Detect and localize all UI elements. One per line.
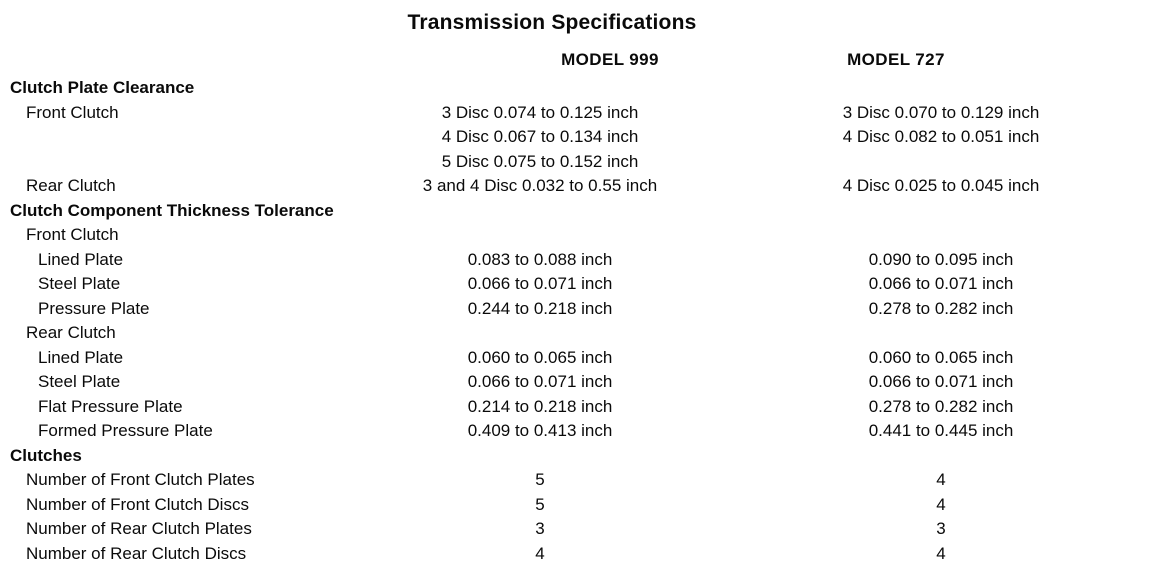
row-label: Clutch Component Thickness Tolerance (10, 200, 334, 220)
table-row: Rear Clutch (0, 321, 1152, 346)
model-727-value: 0.060 to 0.065 inch (868, 347, 1014, 367)
row-label: Steel Plate (38, 274, 121, 293)
model-999-value: 3 and 4 Disc 0.032 to 0.55 inch (422, 176, 658, 195)
model-727-value: 0.278 to 0.282 inch (868, 298, 1014, 318)
row-label: Number of Rear Clutch Discs (26, 543, 247, 563)
row-label: Pressure Plate (38, 298, 150, 318)
model-999-value: 5 (535, 470, 545, 489)
table-row: Number of Front Clutch Discs 5 4 (0, 493, 1152, 518)
model-727-value: 3 (936, 519, 946, 538)
column-header-model-999: MODEL 999 (561, 50, 659, 69)
model-999-value (340, 76, 740, 101)
row-label: Front Clutch (26, 225, 119, 244)
model-999-value (340, 444, 740, 469)
model-999-value: 0.066 to 0.071 inch (467, 372, 613, 391)
model-999-value: 0.409 to 0.413 inch (467, 421, 613, 440)
table-row: Steel Plate 0.066 to 0.071 inch 0.066 to 0… (0, 272, 1152, 297)
row-label: Rear Clutch (26, 323, 116, 342)
table-row: Front Clutch (0, 223, 1152, 248)
table-row: Number of Rear Clutch Discs 4 4 (0, 542, 1152, 567)
row-label: Front Clutch (26, 102, 119, 122)
model-999-value: 3 (535, 519, 545, 538)
column-header-model-727: MODEL 727 (847, 50, 945, 69)
table-body: Clutch Plate Clearance Front Clutch 3 Disc… (0, 76, 1152, 566)
model-999-value: 5 (535, 494, 545, 514)
model-727-value: 0.278 to 0.282 inch (868, 396, 1014, 416)
spec-table: MODEL 999 MODEL 727 Clutch Plate Clearan… (0, 48, 1152, 566)
table-row: Lined Plate 0.060 to 0.065 inch 0.060 to 0… (0, 346, 1152, 371)
table-row: Flat Pressure Plate 0.214 to 0.218 inch 0.… (0, 395, 1152, 420)
model-727-value (740, 199, 1152, 224)
table-row: Number of Rear Clutch Plates 3 3 (0, 517, 1152, 542)
model-727-value: 0.441 to 0.445 inch (868, 421, 1014, 440)
row-label: Lined Plate (38, 347, 124, 367)
model-727-value (740, 76, 1152, 101)
model-727-value: 4 Disc 0.025 to 0.045 inch (842, 176, 1040, 195)
model-727-value (740, 223, 1152, 248)
model-999-value: 0.066 to 0.071 inch (467, 274, 613, 293)
table-row: Steel Plate 0.066 to 0.071 inch 0.066 to 0… (0, 370, 1152, 395)
model-999-value (340, 321, 740, 346)
row-label: Clutch Plate Clearance (10, 78, 195, 97)
model-999-value: 4 (535, 543, 545, 563)
table-row: Formed Pressure Plate 0.409 to 0.413 inch… (0, 419, 1152, 444)
row-label: Lined Plate (38, 249, 124, 269)
model-999-value (340, 199, 740, 224)
table-row: Clutch Plate Clearance (0, 76, 1152, 101)
table-row: Pressure Plate 0.244 to 0.218 inch 0.278 t… (0, 297, 1152, 322)
model-727-value (740, 444, 1152, 469)
model-999-value: 0.214 to 0.218 inch (467, 396, 613, 416)
table-row: Rear Clutch 3 and 4 Disc 0.032 to 0.55 in… (0, 174, 1152, 199)
row-label: Clutches (10, 445, 82, 465)
table-header-row: MODEL 999 MODEL 727 (0, 48, 1152, 72)
row-label: Number of Front Clutch Plates (26, 470, 255, 489)
table-row: Front Clutch 3 Disc 0.074 to 0.125 inch 4… (0, 101, 1152, 175)
model-727-value: 3 Disc 0.070 to 0.129 inch 4 Disc 0.082 … (842, 102, 1040, 147)
model-999-value: 0.060 to 0.065 inch (467, 347, 613, 367)
model-727-value: 0.090 to 0.095 inch (868, 249, 1014, 269)
table-row: Number of Front Clutch Plates 5 4 (0, 468, 1152, 493)
row-label: Number of Front Clutch Discs (26, 494, 249, 514)
table-row: Clutches (0, 444, 1152, 469)
model-727-value: 4 (936, 494, 946, 514)
model-999-value (340, 223, 740, 248)
table-row: Lined Plate 0.083 to 0.088 inch 0.090 to 0… (0, 248, 1152, 273)
model-999-value: 3 Disc 0.074 to 0.125 inch 4 Disc 0.067 … (441, 102, 639, 171)
row-label: Number of Rear Clutch Plates (26, 519, 252, 538)
row-label: Rear Clutch (26, 176, 116, 195)
page-title: Transmission Specifications (407, 11, 697, 34)
document-page: Transmission Specifications MODEL 999 MO… (0, 11, 1152, 566)
model-727-value: 0.066 to 0.071 inch (868, 372, 1014, 391)
row-label: Flat Pressure Plate (38, 396, 183, 416)
row-label: Steel Plate (38, 372, 121, 391)
model-999-value: 0.244 to 0.218 inch (467, 298, 613, 318)
model-999-value: 0.083 to 0.088 inch (467, 249, 613, 269)
header-spacer (0, 48, 340, 72)
row-label: Formed Pressure Plate (38, 421, 213, 440)
model-727-value: 0.066 to 0.071 inch (868, 274, 1014, 293)
model-727-value: 4 (936, 543, 946, 563)
table-row: Clutch Component Thickness Tolerance (0, 199, 1152, 224)
model-727-value: 4 (936, 470, 946, 489)
model-727-value (740, 321, 1152, 346)
